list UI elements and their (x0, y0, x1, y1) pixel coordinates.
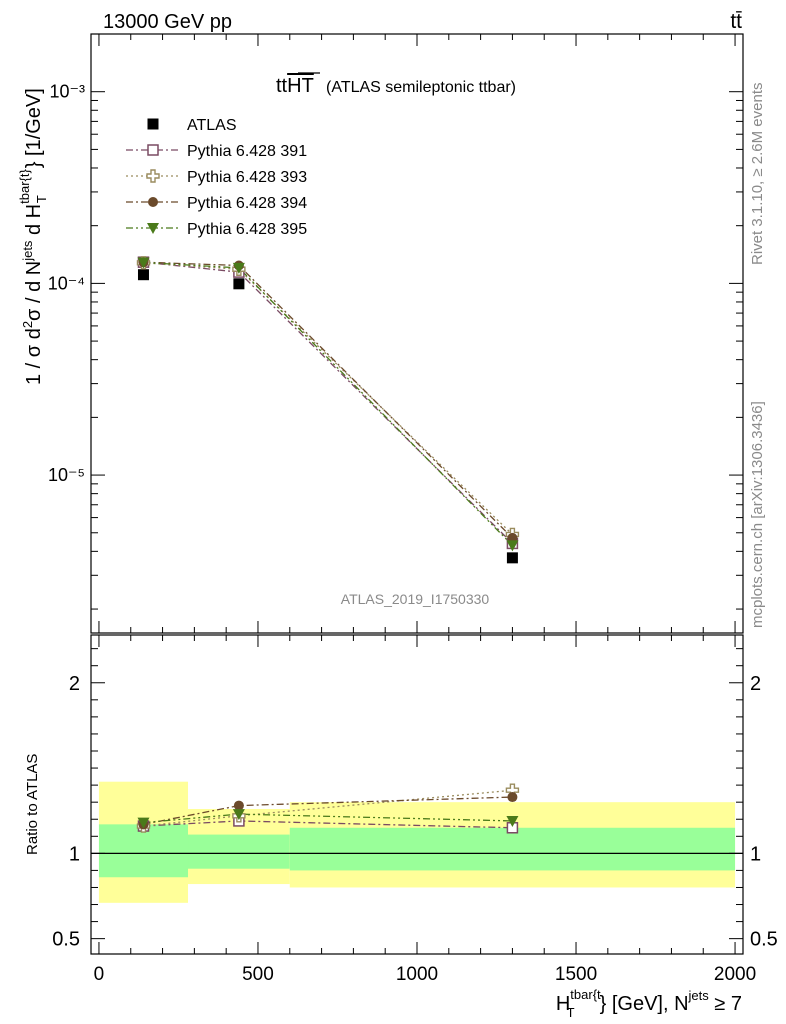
main-title-suffix: (ATLAS semileptonic ttbar) (326, 79, 516, 96)
ratio-y-tick-label-right: 2 (750, 673, 761, 695)
data-point (506, 552, 518, 564)
series-line (143, 261, 513, 539)
data-point (137, 269, 149, 281)
legend-label: Pythia 6.428 395 (187, 221, 307, 238)
ratio-line (143, 796, 513, 825)
legend-label: Pythia 6.428 391 (187, 143, 307, 160)
header-right: tt̄ (730, 10, 742, 33)
header-left: 13000 GeV pp (103, 11, 232, 33)
ratio-point (506, 815, 519, 827)
main-series-lines (143, 261, 513, 546)
y-tick-label: 10⁻⁵ (48, 465, 85, 485)
legend: ATLAS Pythia 6.428 391 Pythia 6.428 393 Pyt… (126, 117, 307, 238)
legend-marker (147, 223, 159, 234)
stat-uncertainty-band (289, 827, 736, 871)
y-tick-label: 10⁻⁴ (48, 273, 85, 293)
ratio-point (507, 792, 518, 803)
stat-uncertainty-band (188, 834, 290, 869)
ratio-point (232, 809, 245, 821)
ratio-y-tick-label: 2 (69, 673, 80, 695)
stat-uncertainty-band (98, 824, 189, 878)
series-line (143, 261, 513, 544)
main-title: ttHT (276, 75, 314, 97)
x-axis-label: Htbar{t T} [GeV], Njets ≥ 7 (556, 987, 742, 1020)
analysis-id: ATLAS_2019_I1750330 (341, 591, 490, 607)
legend-marker (147, 118, 159, 130)
data-point (506, 540, 519, 552)
ratio-y-tick-label: 0.5 (52, 929, 80, 951)
legend-marker (147, 144, 159, 156)
ratio-panel-frame (90, 634, 744, 955)
legend-marker (148, 197, 158, 207)
x-tick-label: 2000 (714, 964, 756, 985)
ratio-point (233, 800, 244, 811)
main-title-overline: HT (287, 75, 314, 97)
mcplots-label: mcplots.cern.ch [arXiv:1306.3436] (749, 401, 766, 628)
legend-marker (146, 169, 160, 183)
y-axis-label: 1 / σ d2σ / d Njets d Htbar{t} T} [1/GeV] (17, 88, 49, 385)
ratio-series-markers (136, 783, 520, 834)
x-tick-label: 0 (94, 964, 105, 985)
rivet-label: Rivet 3.1.10, ≥ 2.6M events (749, 83, 766, 266)
x-tick-label: 1500 (555, 964, 597, 985)
ratio-y-tick-label-right: 1 (750, 843, 761, 865)
x-tick-label: 500 (242, 964, 274, 985)
y-tick-label: 10⁻³ (49, 82, 85, 102)
ratio-axis-label: Ratio to ATLAS (24, 754, 41, 855)
legend-label: ATLAS (187, 117, 237, 134)
legend-label: Pythia 6.428 394 (187, 195, 307, 212)
series-line (143, 261, 513, 546)
ratio-y-tick-label: 1 (69, 843, 80, 865)
legend-label: Pythia 6.428 393 (187, 169, 307, 186)
x-tick-label: 1000 (396, 964, 438, 985)
data-point (232, 262, 245, 274)
series-line (143, 262, 513, 535)
data-point (233, 278, 245, 290)
data-point (137, 257, 150, 269)
ratio-point (137, 817, 150, 829)
main-series-markers (136, 256, 520, 564)
axis-ticks: 0 500 1000 1500 2000 10⁻⁵ 10⁻⁴ 10⁻³ 0.5 0.5 1 1 2 2 (48, 33, 778, 985)
ratio-y-tick-label-right: 0.5 (750, 929, 778, 951)
main-title-prefix: tt (276, 75, 288, 97)
